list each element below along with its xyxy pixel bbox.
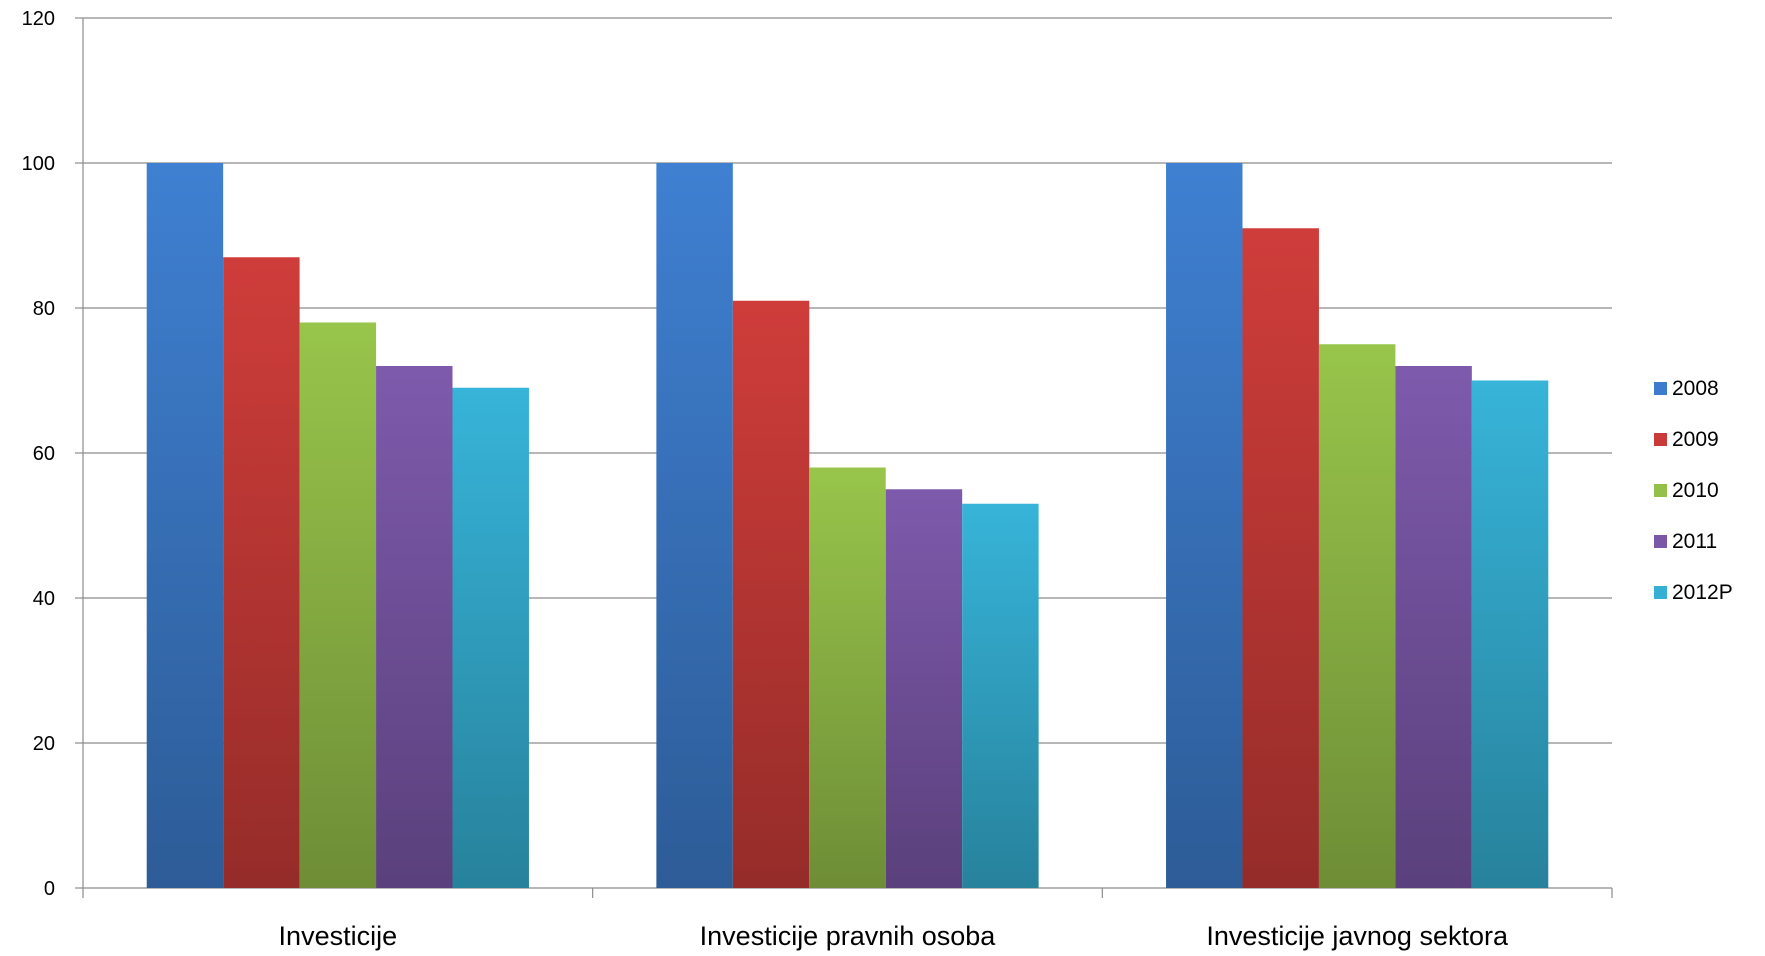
bar-2009-0 [223, 257, 300, 888]
bar-2011-2 [1395, 366, 1472, 888]
y-tick-label: 100 [22, 153, 55, 175]
bar-2010-2 [1318, 344, 1396, 888]
x-category-label: Investicije javnog sektora [1206, 921, 1509, 951]
y-tick-label: 0 [44, 878, 55, 900]
y-axis-tick-labels: 0 20 40 60 80 100 120 [22, 8, 55, 900]
y-tick-label: 120 [22, 8, 55, 30]
bar-2012p-1 [962, 503, 1039, 888]
x-category-label: Investicije [279, 921, 398, 951]
legend: 2008 2009 2010 2011 2012P [1654, 377, 1733, 604]
legend-label: 2011 [1672, 530, 1717, 553]
bar-2012p-2 [1471, 380, 1549, 888]
legend-swatch [1654, 382, 1667, 395]
bar-2008-2 [1166, 163, 1243, 888]
legend-swatch [1654, 484, 1667, 497]
legend-label: 2008 [1672, 377, 1719, 400]
x-axis-category-labels: Investicije Investicije pravnih osoba Inve… [279, 921, 1509, 951]
bars [146, 163, 1549, 888]
bar-2009-1 [732, 300, 810, 888]
bar-2010-0 [299, 322, 377, 888]
legend-swatch [1654, 586, 1667, 599]
bar-2012p-0 [452, 387, 529, 888]
y-tick-label: 80 [33, 298, 55, 320]
y-tick-label: 20 [33, 733, 55, 755]
x-category-label: Investicije pravnih osoba [700, 921, 997, 951]
legend-swatch [1654, 535, 1667, 548]
bar-2008-1 [656, 163, 733, 888]
bar-2009-2 [1242, 228, 1319, 888]
legend-swatch [1654, 433, 1667, 446]
legend-label: 2010 [1672, 479, 1719, 502]
bar-2008-0 [146, 163, 224, 888]
y-tick-label: 40 [33, 588, 55, 610]
y-tick-label: 60 [33, 443, 55, 465]
bar-2010-1 [809, 467, 886, 888]
legend-label: 2009 [1672, 428, 1719, 451]
legend-label: 2012P [1672, 581, 1733, 604]
bar-2011-0 [376, 366, 453, 888]
bar-2011-1 [885, 489, 963, 888]
